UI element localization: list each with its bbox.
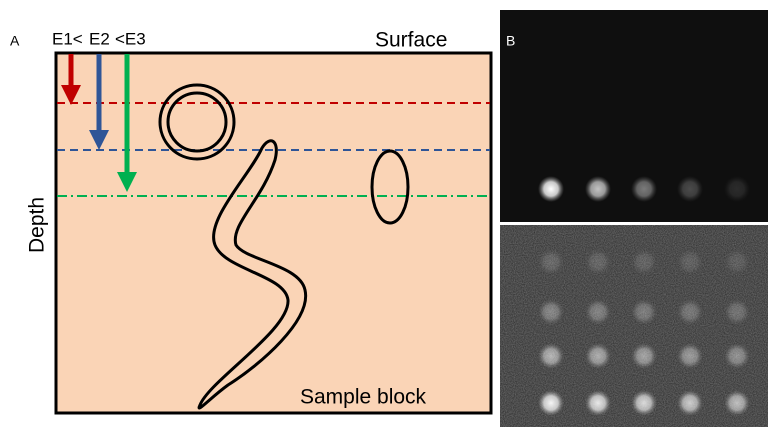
spot: [724, 299, 750, 325]
spot: [585, 249, 611, 275]
panel-label: B: [506, 33, 515, 49]
spot: [538, 176, 564, 202]
sample-label: Sample block: [300, 386, 427, 409]
spot: [538, 343, 564, 369]
spot: [585, 390, 611, 416]
spot: [538, 299, 564, 325]
sample-block: [56, 53, 491, 413]
spot: [677, 299, 703, 325]
depth-label: Depth: [26, 197, 49, 253]
spot: [724, 390, 750, 416]
spot: [724, 343, 750, 369]
spot: [724, 249, 750, 275]
spot: [631, 390, 657, 416]
energy-label: E1<: [52, 29, 83, 48]
spot: [631, 176, 657, 202]
spot: [677, 249, 703, 275]
spot: [538, 390, 564, 416]
spot: [677, 390, 703, 416]
spot: [631, 299, 657, 325]
spot: [677, 176, 703, 202]
spot: [538, 249, 564, 275]
spot: [677, 343, 703, 369]
spot: [585, 176, 611, 202]
spot: [631, 249, 657, 275]
spot: [585, 299, 611, 325]
spot: [724, 176, 750, 202]
page: A E1< E2 <E3 Surface Depth Sample block …: [0, 0, 768, 427]
figure: A E1< E2 <E3 Surface Depth Sample block …: [0, 0, 768, 427]
energy-label: E2: [89, 29, 110, 48]
panel-label: A: [10, 33, 20, 49]
spot: [631, 343, 657, 369]
spot: [585, 343, 611, 369]
surface-label: Surface: [375, 29, 447, 52]
energy-label: <E3: [115, 29, 146, 48]
